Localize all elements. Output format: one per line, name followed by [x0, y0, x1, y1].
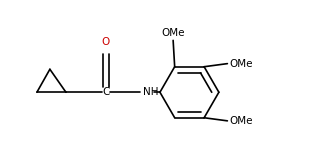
Text: O: O [101, 37, 110, 47]
Text: OMe: OMe [229, 116, 253, 126]
Text: OMe: OMe [162, 28, 185, 38]
Text: OMe: OMe [229, 59, 253, 69]
Text: NH: NH [143, 87, 158, 97]
Text: C: C [102, 87, 109, 97]
